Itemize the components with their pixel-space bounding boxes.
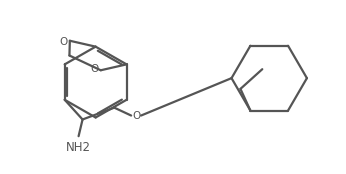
Text: O: O xyxy=(60,37,68,47)
Text: O: O xyxy=(132,110,140,121)
Text: NH2: NH2 xyxy=(66,141,91,154)
Text: O: O xyxy=(91,64,99,74)
